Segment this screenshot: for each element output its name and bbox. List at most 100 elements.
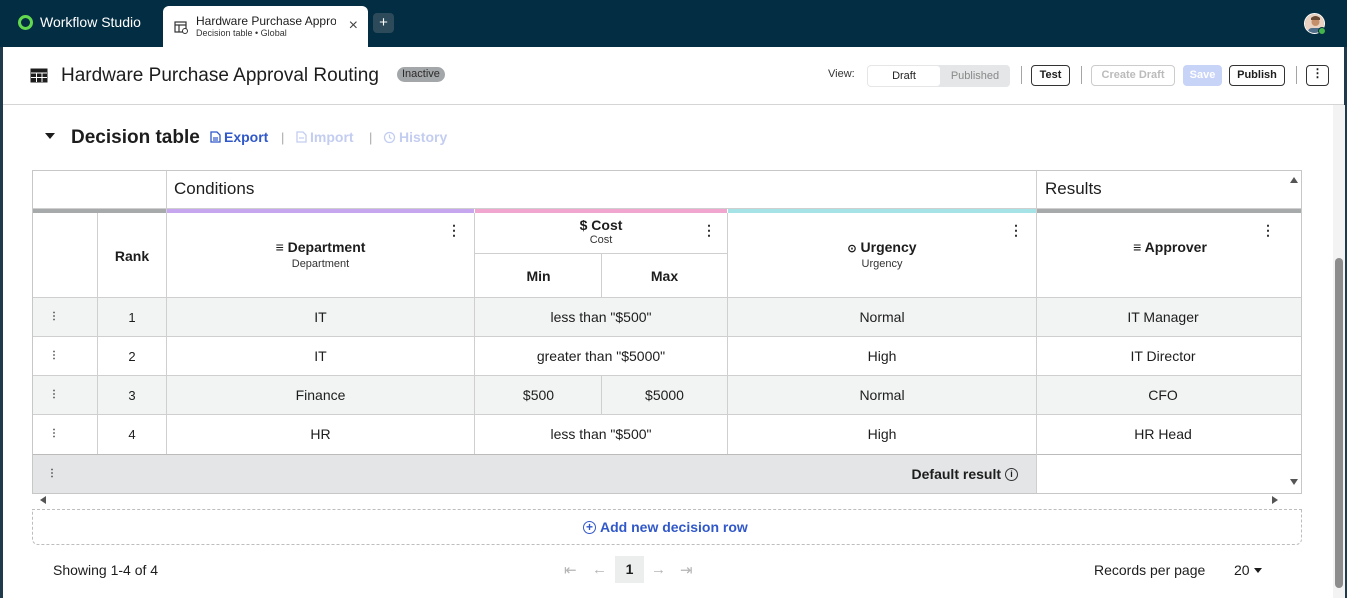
cost-max-header: Max	[650, 268, 679, 284]
test-button[interactable]: Test	[1031, 65, 1070, 86]
cost-cell[interactable]: less than "$500"	[550, 426, 652, 442]
scroll-down-icon[interactable]	[1290, 479, 1298, 485]
save-button[interactable]: Save	[1183, 65, 1222, 86]
rank-cell: 4	[128, 426, 136, 442]
info-icon[interactable]: i	[1005, 467, 1018, 481]
drag-handle-icon[interactable]: ⋮	[49, 389, 59, 400]
urgency-cell[interactable]: Normal	[859, 309, 905, 325]
view-draft-option[interactable]: Draft	[868, 66, 940, 86]
default-result-cell[interactable]	[1037, 454, 1301, 493]
department-cell[interactable]: IT	[314, 309, 327, 325]
scroll-up-icon[interactable]	[1290, 177, 1298, 183]
approver-cell[interactable]: IT Manager	[1127, 309, 1199, 325]
next-page-icon[interactable]: →	[651, 561, 666, 578]
decision-table-icon	[174, 21, 188, 34]
department-title-label: Department	[287, 239, 366, 255]
online-status-icon	[1318, 27, 1326, 35]
department-menu-icon[interactable]: ⋮	[447, 222, 461, 238]
approver-color-bar	[1037, 209, 1301, 213]
showing-count: Showing 1-4 of 4	[53, 562, 159, 578]
drag-handle-icon[interactable]: ⋮	[47, 468, 57, 479]
divider	[1081, 66, 1082, 84]
urgency-title-label: Urgency	[860, 239, 917, 255]
section-title: Decision table	[71, 127, 200, 148]
link-separator: |	[369, 130, 373, 145]
cost-min-cell[interactable]: $500	[522, 387, 555, 403]
divider	[1021, 66, 1022, 84]
rank-header: Rank	[114, 247, 150, 264]
records-per-page-select[interactable]: 20	[1234, 562, 1262, 578]
import-link[interactable]: Import	[296, 129, 354, 145]
approver-cell[interactable]: CFO	[1148, 387, 1178, 403]
urgency-color-bar	[728, 209, 1036, 213]
urgency-cell[interactable]: High	[867, 348, 897, 364]
history-icon	[383, 131, 396, 143]
table-row[interactable]	[33, 298, 1301, 336]
status-badge: Inactive	[397, 67, 445, 82]
more-options-button[interactable]: ⋮	[1306, 65, 1329, 86]
cost-max-cell[interactable]: $5000	[645, 387, 684, 403]
add-tab-button[interactable]: +	[373, 13, 394, 33]
scroll-right-icon[interactable]	[1272, 496, 1278, 504]
cost-menu-icon[interactable]: ⋮	[702, 222, 716, 238]
page-header: Hardware Purchase Approval Routing Inact…	[3, 47, 1344, 105]
add-decision-row-button[interactable]: + Add new decision row	[583, 519, 748, 535]
department-cell[interactable]: IT	[314, 348, 327, 364]
department-cell[interactable]: Finance	[295, 387, 346, 403]
view-published-option[interactable]: Published	[950, 70, 1000, 82]
currency-type-icon: $	[579, 217, 588, 233]
approver-menu-icon[interactable]: ⋮	[1261, 222, 1275, 238]
top-bar: Workflow Studio Hardware Purchase Approv…	[0, 0, 1347, 47]
department-header: ≡ Department Department	[167, 239, 474, 270]
cost-cell[interactable]: less than "$500"	[550, 309, 652, 325]
approver-header: ≡ Approver	[1037, 239, 1301, 255]
rank-color-bar	[33, 209, 166, 213]
current-page[interactable]: 1	[615, 556, 644, 583]
decision-table-section: Decision table Export | Import | History	[3, 105, 1332, 598]
first-page-icon[interactable]: ⇤	[564, 562, 577, 579]
export-link[interactable]: Export	[210, 129, 268, 145]
urgency-cell[interactable]: Normal	[859, 387, 905, 403]
choice-type-icon: ⊙	[847, 243, 857, 255]
tab-decision-table[interactable]: Hardware Purchase Approv Decision table …	[163, 6, 368, 47]
cost-subtitle: Cost	[589, 234, 613, 246]
department-subtitle: Department	[291, 258, 350, 270]
app-brand[interactable]: Workflow Studio	[18, 14, 141, 30]
last-page-icon[interactable]: ⇥	[680, 562, 693, 579]
previous-page-icon[interactable]: ←	[592, 561, 607, 578]
urgency-cell[interactable]: High	[867, 426, 897, 442]
urgency-header: ⊙ Urgency Urgency	[728, 239, 1036, 270]
approver-cell[interactable]: IT Director	[1130, 348, 1196, 364]
conditions-group-label: Conditions	[174, 179, 255, 198]
table-icon	[30, 68, 48, 83]
link-separator: |	[281, 130, 285, 145]
page-scrollbar-thumb[interactable]	[1335, 258, 1343, 588]
records-per-page-label: Records per page	[1094, 562, 1206, 578]
drag-handle-icon[interactable]: ⋮	[49, 428, 59, 439]
urgency-menu-icon[interactable]: ⋮	[1009, 222, 1023, 238]
window-frame-left	[0, 47, 3, 598]
drag-handle-icon[interactable]: ⋮	[49, 350, 59, 361]
approver-title-label: Approver	[1144, 239, 1207, 255]
divider	[1296, 66, 1297, 84]
drag-handle-icon[interactable]: ⋮	[49, 311, 59, 322]
cost-title: $ Cost	[475, 217, 727, 233]
text-type-icon: ≡	[1133, 239, 1142, 255]
collapse-caret-icon[interactable]	[45, 133, 55, 139]
rank-cell: 2	[128, 348, 136, 364]
scroll-left-icon[interactable]	[40, 496, 46, 504]
publish-button[interactable]: Publish	[1229, 65, 1285, 86]
close-icon[interactable]: ×	[348, 17, 358, 34]
page-title: Hardware Purchase Approval Routing	[61, 65, 379, 86]
table-row[interactable]	[33, 376, 1301, 414]
records-per-page-value: 20	[1234, 562, 1250, 578]
history-label: History	[399, 129, 448, 145]
history-link[interactable]: History	[383, 129, 447, 145]
department-cell[interactable]: HR	[310, 426, 331, 442]
cost-cell[interactable]: greater than "$5000"	[536, 348, 666, 364]
window-frame-right	[1344, 47, 1347, 598]
add-row-area: + Add new decision row	[32, 509, 1302, 545]
approver-cell[interactable]: HR Head	[1134, 426, 1192, 442]
create-draft-button[interactable]: Create Draft	[1091, 65, 1175, 86]
tab-title: Hardware Purchase Approv	[196, 14, 336, 28]
